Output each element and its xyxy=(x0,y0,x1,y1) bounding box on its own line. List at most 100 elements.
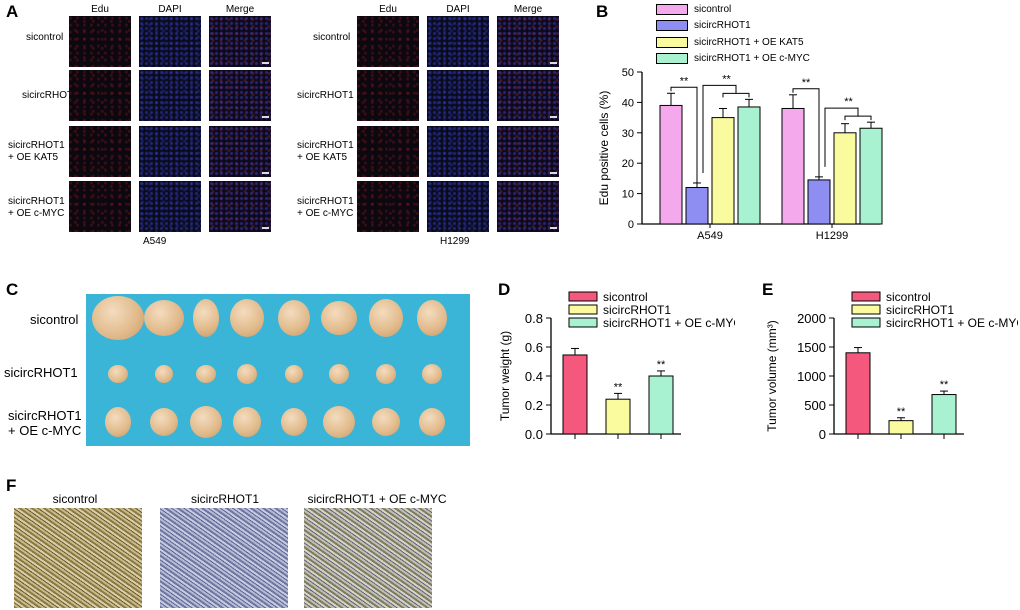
scale-bar xyxy=(262,227,269,229)
y-tick-label: 1500 xyxy=(797,340,826,355)
scale-bar xyxy=(550,227,557,229)
tumor-specimen xyxy=(369,299,403,337)
micrograph-dapi xyxy=(427,181,489,232)
bar xyxy=(605,398,631,435)
row-label-sicontrol: sicontrol xyxy=(26,32,64,43)
bar xyxy=(648,375,674,435)
row-label-cmyc: sicircRHOT1 + OE c-MYC xyxy=(8,196,65,219)
bar xyxy=(888,420,914,435)
tumor-specimen xyxy=(233,407,261,437)
tumor-specimen xyxy=(196,365,216,383)
micrograph-dapi xyxy=(139,70,201,121)
legend-label: sicircRHOT1 + OE c-MYC xyxy=(603,316,735,330)
row-label-cmyc: sicircRHOT1 + OE c-MYC xyxy=(8,408,82,438)
tumor-specimen xyxy=(92,296,144,340)
row-label-sicontrol: sicontrol xyxy=(30,312,79,327)
x-tick-label: H1299 xyxy=(816,230,848,242)
bar xyxy=(931,394,957,435)
cell-line-h1299: H1299 xyxy=(440,236,470,247)
y-tick-label: 20 xyxy=(622,158,634,170)
significance-marker: ** xyxy=(722,73,731,85)
micrograph-merge xyxy=(209,181,271,232)
micrograph-merge xyxy=(209,16,271,67)
row-label-cmyc: sicircRHOT1 + OE c-MYC xyxy=(297,196,354,219)
significance-bracket xyxy=(824,107,859,167)
edu-bar-chart: 0 10 20 30 40 50 Edu positive cells (%) A549 ** *… xyxy=(597,67,883,242)
y-tick-label: 40 xyxy=(622,97,634,109)
scale-bar xyxy=(550,116,557,118)
significance-marker: ** xyxy=(802,77,811,89)
legend-swatch xyxy=(656,37,688,48)
legend-swatch xyxy=(656,4,688,15)
legend-item: sicircRHOT1 + OE KAT5 xyxy=(656,37,804,48)
legend-swatch xyxy=(851,317,881,328)
tumor-specimen xyxy=(329,364,349,384)
bar xyxy=(685,187,709,225)
tumor-specimen xyxy=(155,365,173,383)
y-tick-label: 0.6 xyxy=(525,340,543,355)
tumor-specimen xyxy=(372,408,400,436)
tumor-specimen xyxy=(150,408,178,436)
col-header-dapi: DAPI xyxy=(158,4,182,15)
legend-item: sicircRHOT1 + OE c-MYC xyxy=(656,53,810,64)
micrograph-edu xyxy=(69,16,131,67)
col-header-merge: Merge xyxy=(513,4,543,15)
panel-d-label: D xyxy=(498,280,511,299)
y-axis-label: Tumor volume (mm³) xyxy=(765,320,779,432)
y-tick-label: 10 xyxy=(622,189,634,201)
ihc-image-sicontrol xyxy=(14,508,142,608)
y-tick-label: 30 xyxy=(622,128,634,140)
significance-marker: ** xyxy=(844,96,853,108)
micrograph-dapi xyxy=(139,126,201,177)
col-header-merge: Merge xyxy=(225,4,255,15)
bar xyxy=(562,354,588,435)
legend-label: sicircRHOT1 xyxy=(886,303,954,317)
ihc-image-cmyc xyxy=(304,508,432,608)
row-label-sicircrhot1: sicircRHOT1 xyxy=(4,365,78,380)
panel-b-label: B xyxy=(596,2,609,21)
row-label-sicircrhot1: sicircRHOT1 xyxy=(297,90,354,101)
cell-line-a549: A549 xyxy=(143,236,167,247)
significance-marker: ** xyxy=(897,406,906,418)
col-header-dapi: DAPI xyxy=(446,4,470,15)
y-axis-label: Edu positive cells (%) xyxy=(597,91,611,206)
micrograph-edu xyxy=(357,181,419,232)
micrograph-merge xyxy=(209,70,271,121)
micrograph-edu xyxy=(357,126,419,177)
tumor-specimen xyxy=(108,365,128,383)
panel-c-label: C xyxy=(6,280,19,299)
legend-item: sicircRHOT1 xyxy=(656,20,751,31)
significance-bracket xyxy=(844,115,872,121)
scale-bar xyxy=(550,172,557,174)
ihc-image-sicircrhot1 xyxy=(160,508,288,608)
tumor-specimen xyxy=(285,365,303,383)
y-tick-label: 0.4 xyxy=(525,369,543,384)
row-label-sicircrhot1: sicircRHOT1 xyxy=(22,90,79,101)
tumor-specimen xyxy=(144,300,184,336)
row-label-sicontrol: sicontrol xyxy=(313,32,351,43)
legend-label: sicircRHOT1 xyxy=(603,303,671,317)
tumor-specimen xyxy=(376,364,396,384)
legend-swatch xyxy=(568,291,598,302)
col-header-edu: Edu xyxy=(379,4,397,15)
significance-bracket xyxy=(670,86,698,183)
tumor-specimen xyxy=(321,301,357,335)
x-tick-label: A549 xyxy=(697,230,723,242)
tumor-specimen xyxy=(105,407,131,437)
tumor-specimen xyxy=(422,364,442,384)
micrograph-edu xyxy=(69,70,131,121)
scale-bar xyxy=(262,116,269,118)
bar xyxy=(845,352,871,435)
row-label-kat5: sicircRHOT1 + OE KAT5 xyxy=(8,140,65,163)
bar xyxy=(833,132,857,225)
significance-marker: ** xyxy=(940,379,949,391)
legend-swatch xyxy=(568,304,598,315)
tumor-specimen xyxy=(281,408,307,436)
tumor-specimen xyxy=(323,406,355,438)
micrograph-merge xyxy=(497,126,559,177)
micrograph-dapi xyxy=(427,16,489,67)
legend-label: sicontrol xyxy=(886,290,931,304)
row-label-kat5: sicircRHOT1 + OE KAT5 xyxy=(297,140,354,163)
